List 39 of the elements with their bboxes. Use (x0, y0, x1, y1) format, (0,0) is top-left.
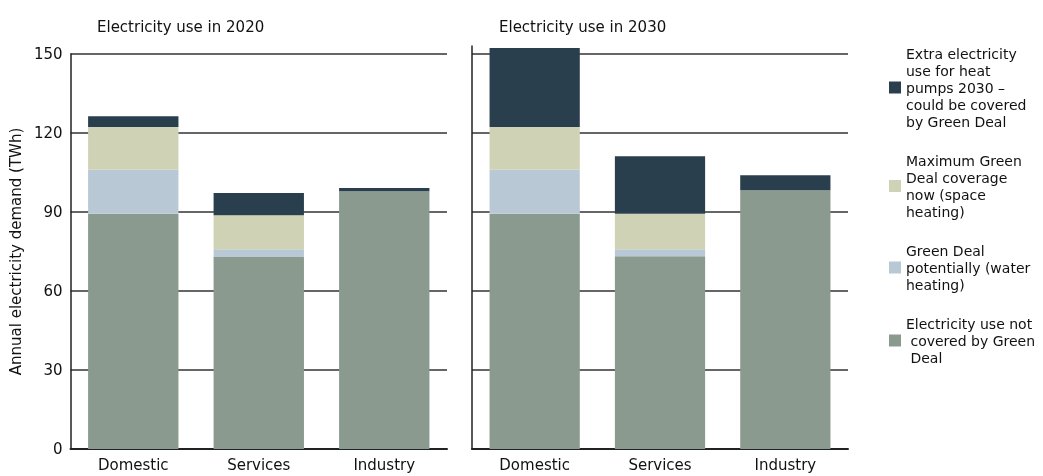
bar (88, 213, 179, 449)
bar (213, 215, 304, 250)
bar (489, 126, 580, 170)
x-tick-label: Services (227, 455, 291, 474)
y-tick-label: 60 (43, 282, 63, 300)
legend-label: Green Deal potentially (water heating) (906, 242, 1035, 293)
bar (740, 175, 831, 191)
y-tick-label: 0 (52, 440, 63, 458)
bar (213, 193, 304, 216)
legend-label: Electricity use not covered by Green Deal (906, 315, 1036, 366)
bar (489, 47, 580, 127)
y-tick-label: 150 (33, 45, 63, 63)
bar (740, 190, 831, 449)
x-tick-label: Industry (353, 455, 416, 474)
x-tick-label: Domestic (97, 455, 169, 474)
x-tick-label: Domestic (499, 455, 571, 474)
bar (614, 213, 706, 250)
bar (614, 156, 706, 214)
bar (489, 169, 580, 214)
bar (339, 191, 430, 449)
chart-title: Electricity use in 2020 (97, 17, 265, 36)
x-tick-label: Industry (754, 455, 817, 474)
bar (88, 169, 179, 214)
bar (614, 249, 706, 257)
y-tick-label: 30 (43, 361, 63, 379)
bar (88, 116, 179, 127)
bar (213, 249, 304, 258)
bar (339, 188, 430, 192)
bar (213, 257, 304, 449)
legend-label: Extra electricity use for heat pumps 2030 – could be covered by Green Deal (906, 45, 1031, 130)
chart-title: Electricity use in 2030 (499, 17, 667, 36)
x-tick-label: Services (628, 455, 692, 474)
legend-label: Maximum Green Deal coverage now (space heating) (906, 152, 1027, 220)
y-axis-title: Annual electricity demand (TWh) (6, 127, 25, 376)
y-tick-label: 90 (43, 203, 63, 221)
bar (489, 213, 580, 449)
bar (88, 126, 179, 170)
y-tick-label: 120 (33, 124, 63, 142)
bar (614, 256, 706, 449)
